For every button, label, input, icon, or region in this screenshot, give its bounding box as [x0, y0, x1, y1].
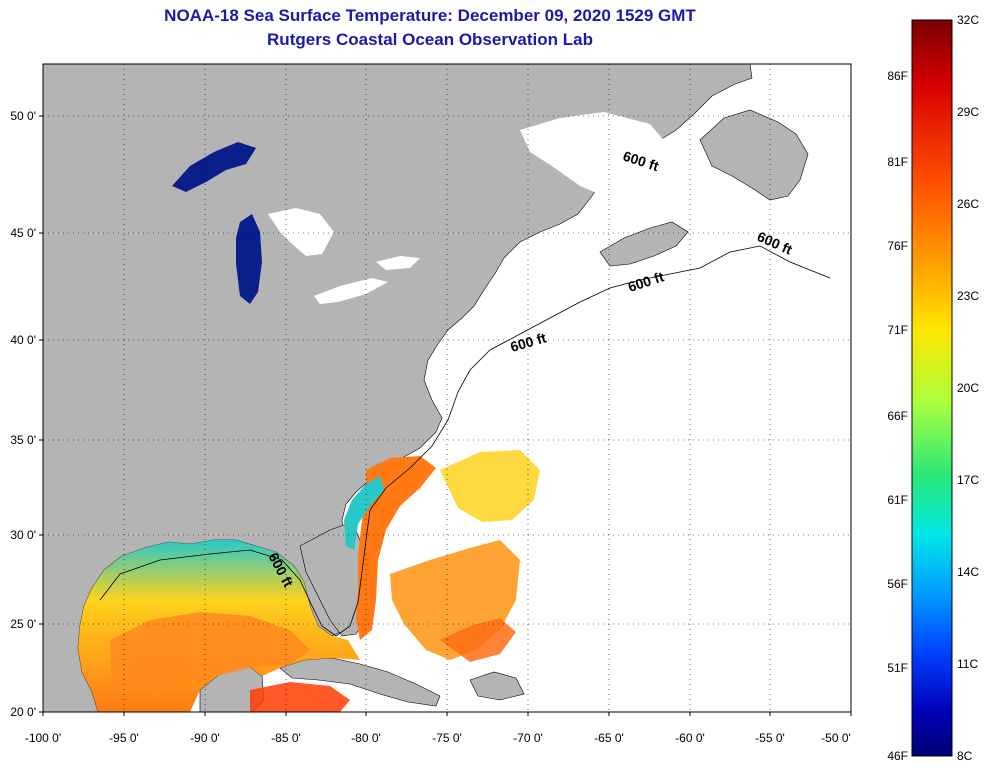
colorbar-fahrenheit-label: 51F: [887, 661, 908, 675]
lon-tick-label: -90 0': [190, 731, 220, 745]
lat-tick-label: 50 0': [10, 109, 36, 123]
caribbean-red-patch: [250, 682, 350, 712]
newfoundland-land: [699, 109, 809, 201]
colorbar-celsius-label: 17C: [957, 473, 979, 487]
lon-tick-label: -80 0': [351, 731, 381, 745]
temperature-colorbar: [911, 19, 953, 757]
atlantic-yellow-patch: [440, 450, 540, 522]
colorbar-celsius-label: 20C: [957, 381, 979, 395]
lake-michigan: [236, 214, 262, 304]
map-subtitle: Rutgers Coastal Ocean Observation Lab: [267, 30, 593, 49]
lake-superior: [172, 142, 256, 192]
axis-ticks: [39, 115, 852, 716]
lon-tick-label: -75 0': [432, 731, 462, 745]
lake-huron-white: [268, 208, 334, 256]
lon-tick-label: -85 0': [271, 731, 301, 745]
lon-tick-label: -55 0': [755, 731, 785, 745]
bahamas-warm-patch: [440, 618, 516, 662]
colorbar-celsius-label: 32C: [957, 13, 979, 27]
colorbar-fahrenheit-label: 56F: [887, 577, 908, 591]
lat-tick-label: 20 0': [10, 705, 36, 719]
colorbar-celsius-label: 11C: [957, 657, 978, 671]
map-title: NOAA-18 Sea Surface Temperature: Decembe…: [164, 6, 696, 25]
graticule: [43, 64, 851, 712]
lon-tick-label: -70 0': [513, 731, 543, 745]
colorbar-celsius-label: 8C: [957, 749, 973, 763]
lon-tick-label: -95 0': [109, 731, 139, 745]
hispaniola-land: [469, 671, 525, 701]
lat-tick-label: 25 0': [10, 617, 36, 631]
isobath-600ft: [99, 245, 831, 637]
cold-shelf-band: [344, 476, 384, 550]
colorbar-fahrenheit-label: 46F: [887, 749, 908, 763]
colorbar-fahrenheit-label: 61F: [887, 493, 908, 507]
colorbar-celsius-label: 14C: [957, 565, 979, 579]
lake-erie-white: [314, 278, 388, 304]
colorbar-celsius-label: 29C: [957, 105, 979, 119]
lat-tick-label: 30 0': [10, 528, 36, 542]
nova-scotia-land: [599, 221, 689, 267]
lon-tick-label: -100 0': [25, 731, 61, 745]
colorbar-fahrenheit-label: 66F: [887, 409, 908, 423]
lat-tick-label: 40 0': [10, 333, 36, 347]
gulf-warm-core: [110, 612, 310, 690]
lon-tick-label: -65 0': [594, 731, 624, 745]
lake-ontario-white: [376, 256, 420, 270]
colorbar-celsius-label: 23C: [957, 289, 979, 303]
lon-tick-label: -50 0': [821, 731, 851, 745]
colorbar-fahrenheit-label: 76F: [887, 239, 908, 253]
colorbar-fahrenheit-label: 86F: [887, 69, 908, 83]
lat-tick-label: 45 0': [10, 226, 36, 240]
cuba-land: [279, 657, 441, 707]
colorbar-fahrenheit-label: 71F: [887, 323, 908, 337]
lat-tick-label: 35 0': [10, 433, 36, 447]
colorbar-celsius-label: 26C: [957, 197, 979, 211]
lon-tick-label: -60 0': [675, 731, 705, 745]
st-lawrence-white: [520, 112, 672, 196]
colorbar-fahrenheit-label: 81F: [887, 155, 908, 169]
